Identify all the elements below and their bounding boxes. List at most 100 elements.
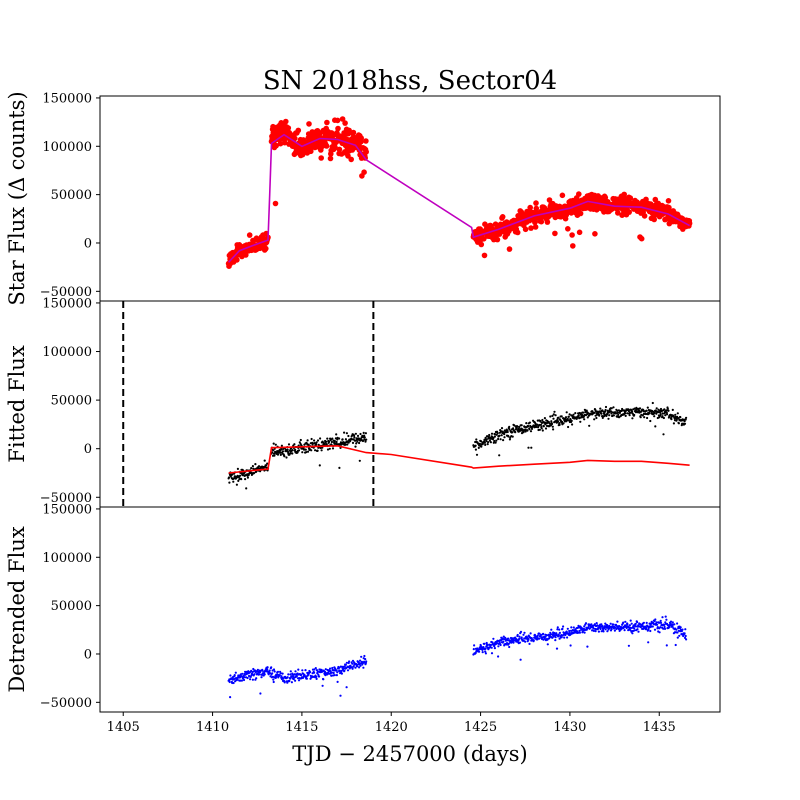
data-point: [622, 621, 625, 624]
data-point: [606, 624, 609, 627]
data-point: [346, 443, 349, 446]
data-point: [507, 637, 510, 640]
data-point: [339, 116, 346, 122]
data-point: [630, 622, 633, 625]
data-point: [664, 414, 667, 417]
data-point: [272, 678, 275, 681]
data-point: [567, 415, 570, 418]
data-point: [583, 631, 586, 634]
data-point: [563, 636, 566, 639]
data-point: [659, 407, 663, 411]
data-point: [594, 410, 598, 413]
data-point: [523, 631, 526, 634]
data-point: [604, 628, 607, 631]
data-point: [567, 425, 570, 429]
data-point: [675, 418, 678, 421]
data-point: [651, 401, 654, 405]
data-point: [626, 209, 632, 215]
x-tick-label: 1415: [285, 720, 318, 735]
data-point: [558, 637, 561, 640]
data-point: [565, 226, 571, 232]
data-point: [661, 412, 664, 415]
y-tick-label: 50000: [51, 188, 92, 203]
data-point: [279, 672, 282, 675]
data-point: [604, 408, 607, 412]
data-point: [342, 667, 345, 670]
data-point: [323, 442, 326, 445]
data-point: [583, 418, 586, 421]
data-point: [236, 467, 239, 470]
data-point: [626, 412, 629, 415]
x-tick-label: 1435: [643, 720, 676, 735]
data-point: [676, 412, 679, 415]
data-point: [624, 414, 627, 417]
data-point: [518, 425, 521, 429]
data-point: [683, 632, 686, 635]
data-point: [586, 645, 589, 648]
data-point: [250, 467, 253, 470]
data-point: [485, 440, 488, 443]
data-point: [499, 438, 502, 441]
data-point: [538, 428, 542, 431]
data-point: [315, 441, 318, 444]
data-point: [499, 214, 506, 220]
data-point: [532, 224, 539, 230]
data-point: [541, 418, 544, 422]
data-point: [333, 674, 336, 677]
data-point: [529, 632, 532, 635]
data-point: [637, 630, 640, 633]
data-point: [315, 677, 318, 681]
data-point: [524, 640, 527, 643]
data-point: [512, 641, 515, 644]
data-point: [577, 414, 580, 417]
data-point: [528, 428, 531, 431]
data-point: [234, 257, 240, 263]
data-point: [242, 674, 245, 677]
data-point: [651, 216, 657, 223]
data-point: [343, 669, 346, 672]
data-points: [227, 401, 688, 490]
data-point: [252, 667, 255, 671]
data-point: [555, 647, 559, 650]
panel-3: −50000 0 50000 100000 150000 Detrended Flux 14…: [5, 502, 721, 735]
data-point: [633, 407, 636, 410]
data-point: [477, 446, 480, 449]
data-point: [606, 630, 609, 633]
data-point: [283, 455, 286, 458]
data-point: [269, 672, 272, 675]
data-point: [532, 219, 538, 226]
data-point: [502, 635, 505, 638]
data-point: [294, 670, 297, 673]
data-point: [344, 663, 347, 666]
data-point: [351, 662, 354, 665]
data-point: [578, 629, 581, 633]
data-point: [251, 465, 254, 468]
data-point: [332, 671, 335, 675]
data-point: [321, 684, 324, 687]
data-point: [661, 616, 664, 619]
data-point: [551, 414, 554, 417]
data-point: [629, 626, 633, 630]
model-line: [228, 133, 690, 263]
data-point: [316, 449, 319, 452]
data-point: [356, 665, 359, 668]
data-point: [271, 451, 274, 454]
data-point: [363, 149, 370, 155]
data-point: [666, 204, 672, 211]
data-point: [578, 416, 582, 419]
data-point: [634, 622, 637, 626]
data-point: [643, 416, 646, 419]
data-point: [506, 430, 509, 434]
data-point: [578, 631, 582, 634]
data-point: [552, 417, 555, 420]
data-point: [272, 668, 276, 671]
data-point: [291, 449, 294, 452]
data-point: [569, 644, 572, 647]
data-point: [595, 416, 598, 420]
data-point: [356, 434, 360, 437]
data-point: [670, 418, 673, 421]
data-point: [497, 655, 500, 658]
data-point: [566, 636, 569, 639]
data-point: [472, 648, 475, 651]
data-point: [625, 626, 628, 630]
